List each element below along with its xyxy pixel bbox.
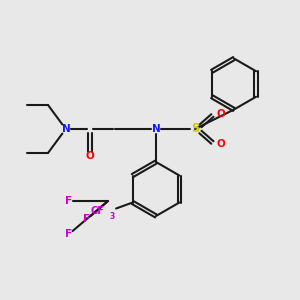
Text: F: F: [65, 229, 73, 239]
Text: F: F: [83, 214, 91, 224]
Text: S: S: [191, 122, 199, 136]
Text: N: N: [61, 124, 70, 134]
Text: O: O: [85, 151, 94, 161]
Text: F: F: [65, 196, 73, 206]
Text: O: O: [216, 109, 225, 119]
Text: CF: CF: [90, 206, 104, 217]
Text: N: N: [152, 124, 160, 134]
Text: 3: 3: [110, 212, 115, 221]
Text: O: O: [216, 139, 225, 149]
